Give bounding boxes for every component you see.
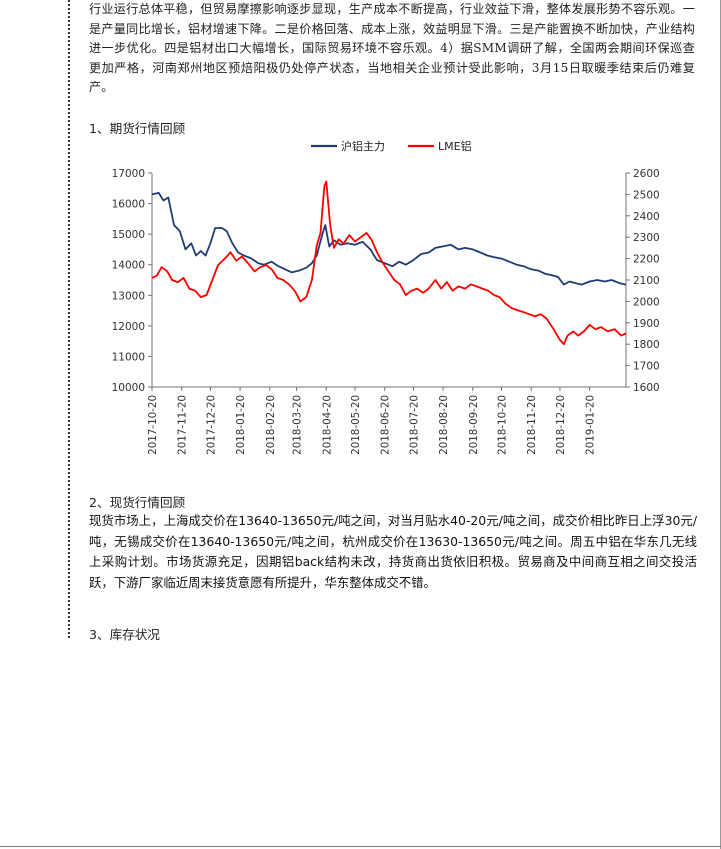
x-tick-label: 2017-12-20	[205, 395, 217, 455]
y-left-tick-label: 14000	[112, 260, 145, 272]
x-tick-label: 2018-06-20	[380, 395, 392, 455]
y-right-tick-label: 2000	[633, 296, 660, 308]
y-right-tick-label: 1600	[633, 382, 660, 394]
x-tick-label: 2018-10-20	[497, 395, 509, 455]
x-tick-label: 2018-09-20	[468, 395, 480, 455]
x-tick-label: 2018-12-20	[555, 395, 567, 455]
y-right-tick-label: 1900	[633, 318, 660, 330]
y-left-tick-label: 15000	[112, 229, 145, 241]
y-right-tick-label: 1800	[633, 339, 660, 351]
y-right-tick-label: 2200	[633, 254, 660, 266]
x-tick-label: 2018-01-20	[235, 395, 247, 455]
chart-series	[151, 180, 627, 346]
section-title-spot: 2、现货行情回顾	[89, 495, 186, 510]
section-title-futures: 1、期货行情回顾	[89, 121, 186, 136]
x-tick-label: 2018-11-20	[526, 395, 538, 455]
x-tick-label: 2017-11-20	[177, 395, 189, 455]
intro-paragraph: 行业运行总体平稳，但贸易摩擦影响逐步显现，生产成本不断提高，行业效益下滑，整体发…	[89, 2, 695, 95]
margin-dotted-rule	[68, 0, 70, 638]
x-tick-label: 2018-08-20	[438, 395, 450, 455]
y-right-tick-label: 2100	[633, 275, 660, 287]
chart-axes: 10000 11000 12000 13000 14000 15000 16000 17000…	[112, 168, 660, 455]
x-tick-label: 2018-03-20	[292, 395, 304, 455]
x-tick-label: 2017-10-20	[147, 395, 159, 455]
x-tick-label: 2018-02-20	[265, 395, 277, 455]
x-tick-label: 2019-01-20	[585, 395, 597, 455]
section-title-inventory: 3、库存状况	[89, 627, 160, 642]
y-right-tick-label: 1700	[633, 361, 660, 373]
y-left-tick-label: 17000	[112, 168, 145, 180]
chart-legend: 沪铝主力 LME铝	[311, 139, 472, 153]
y-right-tick-label: 2600	[633, 168, 660, 180]
y-left-tick-label: 12000	[112, 321, 145, 333]
legend-label-lme: LME铝	[438, 139, 472, 153]
x-tick-label: 2018-04-20	[321, 395, 333, 455]
report-content: 行业运行总体平稳，但贸易摩擦影响逐步显现，生产成本不断提高，行业效益下滑，整体发…	[89, 0, 695, 98]
y-right-tick-label: 2300	[633, 232, 660, 244]
y-left-tick-label: 16000	[112, 199, 145, 211]
x-tick-label: 2018-05-20	[350, 395, 362, 455]
y-left-tick-label: 10000	[112, 382, 145, 394]
legend-label-shfe: 沪铝主力	[341, 139, 385, 153]
series-line-shfe-aluminum	[151, 192, 627, 286]
x-tick-label: 2018-07-20	[408, 395, 420, 455]
spot-market-paragraph: 现货市场上，上海成交价在13640-13650元/吨之间，对当月贴水40-20元…	[89, 513, 697, 590]
y-left-tick-label: 11000	[112, 351, 145, 363]
y-left-tick-label: 13000	[112, 290, 145, 302]
series-line-lme-aluminum	[151, 180, 627, 346]
futures-price-chart: 沪铝主力 LME铝 1000011000120001300014000150001…	[112, 139, 660, 455]
y-right-tick-label: 2400	[633, 211, 660, 223]
y-right-tick-label: 2500	[633, 189, 660, 201]
page-border-bottom	[0, 846, 721, 847]
